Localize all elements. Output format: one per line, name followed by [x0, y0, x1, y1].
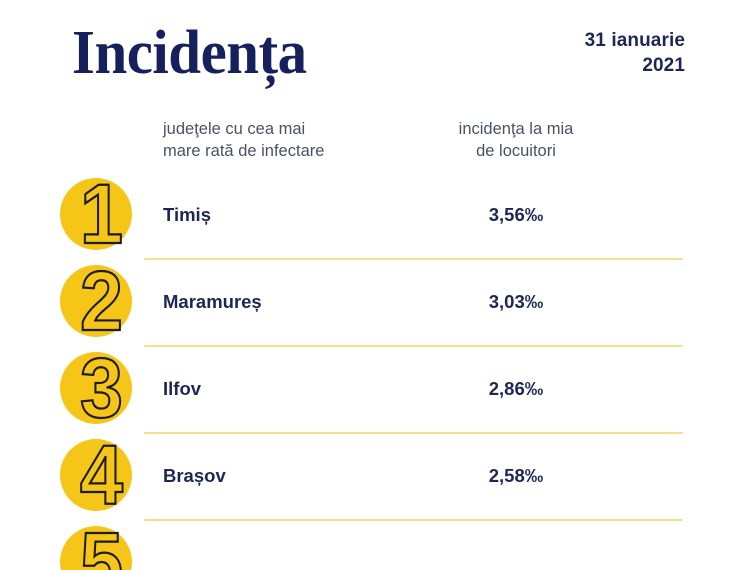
date-line-day-month: 31 ianuarie	[584, 30, 685, 51]
rank-circle-shape	[60, 439, 132, 511]
rank-badge: 4	[60, 428, 132, 522]
incidence-value: 3,03‰	[488, 291, 544, 312]
incidence-value: 3,56‰	[488, 204, 544, 225]
rank-numeral: 4	[79, 428, 124, 522]
county-name: Ilfov	[163, 378, 202, 399]
rank-circle-shape	[60, 265, 132, 337]
rank-numeral: 3	[79, 341, 124, 435]
column-header-counties: judeţele cu cea mai mare rată de infecta…	[163, 118, 393, 162]
column-header-counties-line-1: judeţele cu cea mai	[163, 120, 306, 138]
column-header-counties-line-2: mare rată de infectare	[163, 142, 325, 160]
county-name: Brașov	[163, 465, 226, 486]
table-row: 3 Ilfov 2,86‰	[0, 341, 750, 437]
column-headers: judeţele cu cea mai mare rată de infecta…	[0, 118, 750, 174]
rank-badge: 2	[60, 254, 132, 348]
page-title: Incidența	[72, 19, 307, 87]
row-divider	[144, 258, 683, 260]
rank-circle-shape	[60, 178, 132, 250]
rank-badge: 5	[60, 515, 132, 570]
row-divider	[144, 345, 683, 347]
rank-numeral: 1	[79, 167, 124, 261]
column-header-incidence-line-2: de locuitori	[476, 142, 556, 160]
table-row: 2 Maramureș 3,03‰	[0, 254, 750, 350]
county-name: Maramureș	[163, 291, 262, 312]
table-row: 1 Timiș 3,56‰	[0, 167, 750, 263]
table-row: 5	[0, 515, 750, 570]
ranking-list: 1 Timiș 3,56‰ 2 Maramureș 3,03‰ 3 Ilfov 2,86‰ 4 Br…	[0, 167, 750, 570]
header: Incidența 31 ianuarie 2021	[0, 0, 750, 105]
rank-badge: 3	[60, 341, 132, 435]
column-header-incidence-line-1: incidenţa la mia	[458, 120, 574, 138]
column-header-incidence: incidenţa la mia de locuitori	[400, 118, 632, 162]
rank-numeral: 5	[79, 515, 124, 570]
incidence-value: 2,86‰	[488, 378, 544, 399]
date-line-year: 2021	[642, 55, 685, 76]
county-name: Timiș	[163, 204, 211, 225]
row-divider	[144, 432, 683, 434]
rank-badge: 1	[60, 167, 132, 261]
table-row: 4 Brașov 2,58‰	[0, 428, 750, 524]
rank-numeral: 2	[79, 254, 124, 348]
date-block: 31 ianuarie 2021	[465, 28, 685, 78]
rank-circle-shape	[60, 352, 132, 424]
incidence-value: 2,58‰	[488, 465, 544, 486]
row-divider	[144, 519, 683, 521]
